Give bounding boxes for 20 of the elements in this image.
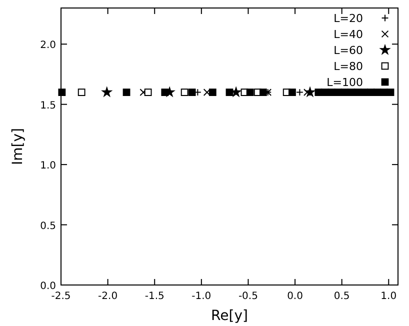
x-tick-label: -2.0 [98, 291, 118, 302]
x-tick-label: -1.5 [144, 291, 164, 302]
y-tick-label: 0.0 [40, 281, 56, 292]
x-tick-label: 1.0 [380, 291, 397, 302]
legend-label: L=100 [326, 76, 363, 89]
y-axis-title: Im[y] [10, 128, 26, 165]
x-tick-label: 0.0 [287, 291, 303, 302]
x-axis-title: Re[y] [211, 308, 248, 324]
x-tick-label: 0.5 [334, 291, 350, 302]
y-tick-label: 1.0 [40, 160, 56, 172]
legend-label: L=80 [334, 60, 363, 73]
legend-label: L=40 [334, 28, 363, 41]
x-tick-label: -1.0 [192, 291, 212, 302]
y-tick-label: 2.0 [40, 40, 56, 52]
y-tick-label: 0.5 [40, 220, 56, 232]
x-tick-label: -0.5 [238, 291, 258, 302]
legend-label: L=60 [334, 44, 363, 57]
y-tick-label: 1.5 [40, 100, 56, 112]
x-tick-label: -2.5 [51, 291, 71, 302]
legend-label: L=20 [334, 12, 363, 25]
